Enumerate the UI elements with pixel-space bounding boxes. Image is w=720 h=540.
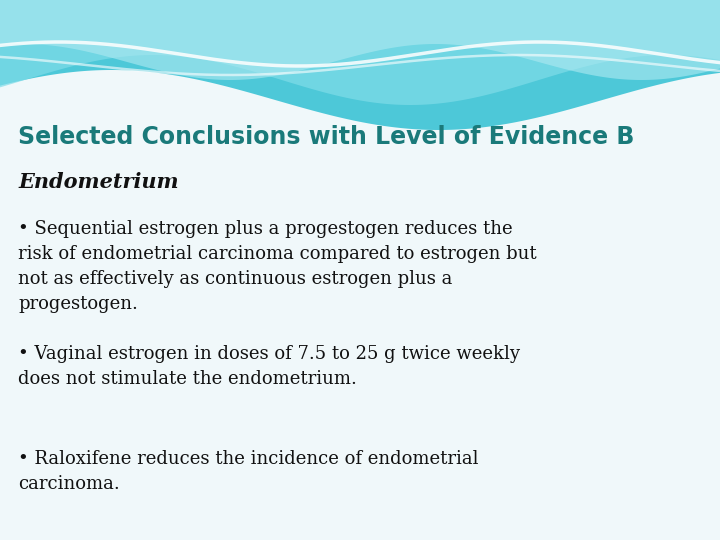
Polygon shape	[0, 0, 720, 80]
Text: • Raloxifene reduces the incidence of endometrial
carcinoma.: • Raloxifene reduces the incidence of en…	[18, 450, 479, 493]
Polygon shape	[0, 0, 720, 105]
Text: Selected Conclusions with Level of Evidence B: Selected Conclusions with Level of Evide…	[18, 125, 634, 149]
Text: • Sequential estrogen plus a progestogen reduces the
risk of endometrial carcino: • Sequential estrogen plus a progestogen…	[18, 220, 536, 313]
Polygon shape	[0, 0, 720, 130]
Text: Endometrium: Endometrium	[18, 172, 179, 192]
Text: • Vaginal estrogen in doses of 7.5 to 25 g twice weekly
does not stimulate the e: • Vaginal estrogen in doses of 7.5 to 25…	[18, 345, 520, 388]
